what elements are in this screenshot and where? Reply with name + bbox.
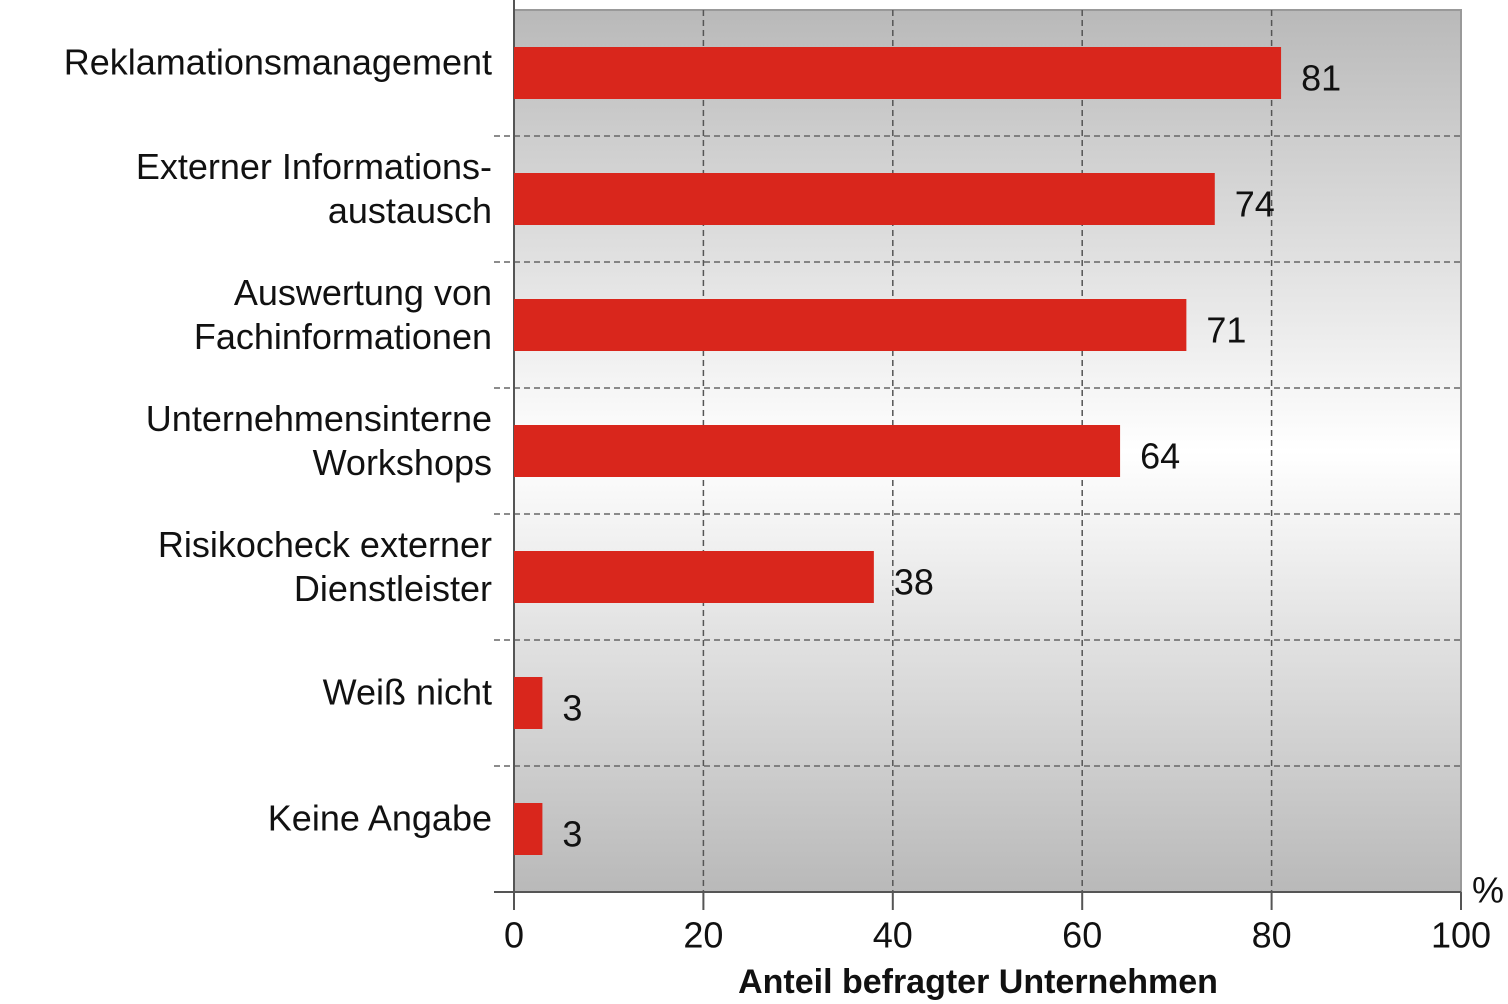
bar [514, 173, 1215, 225]
x-tick-label: 0 [504, 915, 524, 956]
y-tick-label: Externer Informations-austausch [136, 146, 492, 231]
bar [514, 677, 543, 729]
x-tick-label: 100 [1431, 915, 1491, 956]
value-label: 74 [1235, 184, 1275, 225]
y-tick-label: Risikocheck externer Dienstleister [158, 524, 492, 609]
y-tick-label: Weiß nicht [323, 672, 492, 713]
y-tick-label: Unternehmensinterne Workshops [146, 398, 492, 483]
value-label: 64 [1140, 436, 1180, 477]
y-tick-label: Reklamationsmanagement [64, 42, 492, 83]
bar [514, 803, 543, 855]
value-label: 3 [562, 688, 582, 729]
y-tick-label: Keine Angabe [268, 798, 492, 839]
value-label: 71 [1206, 310, 1246, 351]
x-tick-label: 60 [1062, 915, 1102, 956]
x-tick-label: 80 [1252, 915, 1292, 956]
value-label: 3 [562, 814, 582, 855]
bar [514, 47, 1282, 99]
bar [514, 299, 1187, 351]
bar [514, 425, 1121, 477]
x-tick-label: 20 [683, 915, 723, 956]
x-unit: % [1472, 870, 1504, 911]
bar [514, 551, 874, 603]
value-label: 81 [1301, 58, 1341, 99]
x-tick-label: 40 [873, 915, 913, 956]
y-tick-label: Auswertung von Fachinformationen [194, 272, 492, 357]
x-axis-label: Anteil befragter Unternehmen [738, 963, 1218, 1001]
value-label: 38 [894, 562, 934, 603]
